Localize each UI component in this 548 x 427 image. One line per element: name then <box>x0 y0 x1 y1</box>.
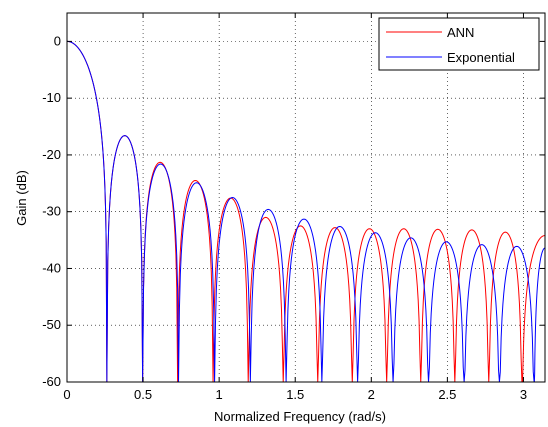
y-tick-label: -30 <box>42 204 61 219</box>
legend-label-ann: ANN <box>447 25 474 40</box>
legend: ANN Exponential <box>378 17 540 71</box>
x-tick-label: 2.5 <box>438 387 456 402</box>
grid <box>67 13 545 382</box>
x-tick-label: 3 <box>520 387 527 402</box>
y-tick-label: -20 <box>42 147 61 162</box>
x-tick-label: 1.5 <box>286 387 304 402</box>
x-axis-label: Normalized Frequency (rad/s) <box>214 409 386 424</box>
y-tick-label: 0 <box>54 33 61 48</box>
x-tick-label: 0 <box>63 387 70 402</box>
tick-layer: 0 0.5 1 1.5 2 2.5 3 0 -10 -20 -30 -40 -50 -60 <box>42 13 545 402</box>
legend-label-exponential: Exponential <box>447 50 515 65</box>
plot-frame <box>66 12 546 383</box>
x-tick-label: 1 <box>216 387 223 402</box>
y-tick-label: -60 <box>42 374 61 389</box>
y-tick-label: -10 <box>42 90 61 105</box>
plot-area <box>67 13 545 382</box>
y-tick-label: -50 <box>42 317 61 332</box>
y-axis-label: Gain (dB) <box>14 170 29 226</box>
x-tick-label: 0.5 <box>134 387 152 402</box>
x-tick-label: 2 <box>368 387 375 402</box>
series-layer <box>66 40 546 383</box>
y-tick-label: -40 <box>42 260 61 275</box>
legend-box <box>378 17 540 71</box>
series-line-exponential <box>66 40 546 383</box>
